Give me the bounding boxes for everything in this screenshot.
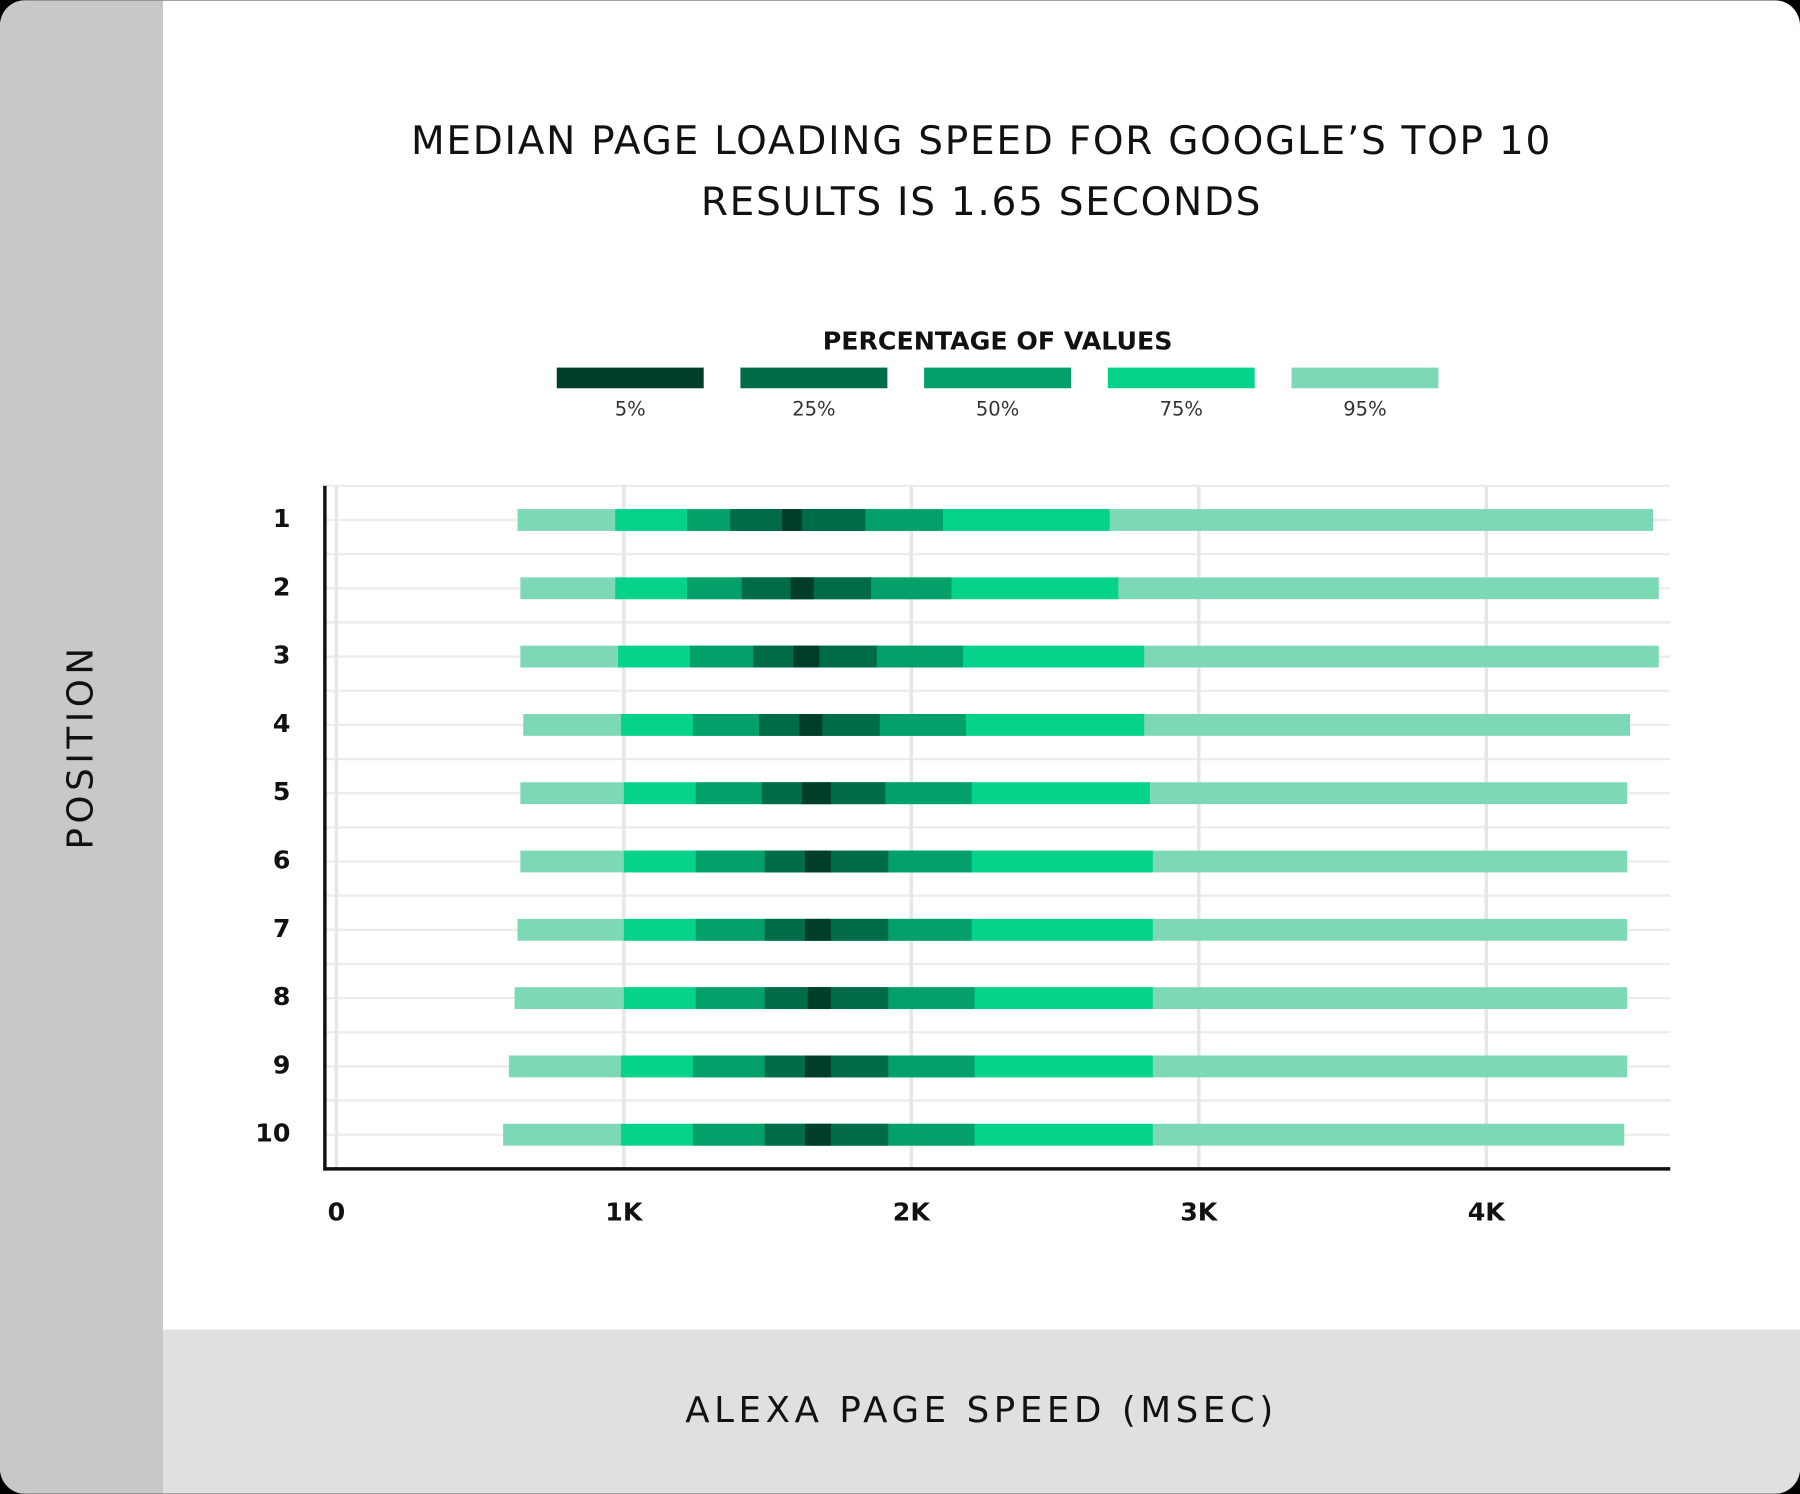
legend-swatch xyxy=(1107,367,1255,389)
interval-bar xyxy=(807,987,831,1010)
legend-label: 50% xyxy=(976,398,1019,421)
y-tick-label: 3 xyxy=(273,641,291,670)
x-tick-label: 2K xyxy=(893,1198,932,1227)
x-axis-label: ALEXA PAGE SPEED (MSEC) xyxy=(685,1390,1278,1431)
y-tick-label: 5 xyxy=(273,777,291,806)
legend-title: PERCENTAGE OF VALUES xyxy=(823,326,1173,355)
interval-bar xyxy=(781,509,803,531)
plot: 0 1K 2K 3K 4K 1 2 3 4 5 6 7 8 9 10 5% 25% 50% 75% 95% xyxy=(255,367,1671,1227)
y-tick-label: 4 xyxy=(273,709,291,738)
y-tick-label: 8 xyxy=(273,982,291,1011)
legend-swatch xyxy=(556,367,704,389)
legend-label: 95% xyxy=(1343,398,1386,421)
y-tick-label: 7 xyxy=(273,914,291,943)
interval-bar xyxy=(804,918,831,941)
interval-bar xyxy=(804,850,831,873)
y-axis-label: POSITION xyxy=(61,643,102,849)
legend-swatch xyxy=(924,367,1072,389)
x-tick-label: 1K xyxy=(605,1198,644,1227)
y-tick-label: 1 xyxy=(273,504,291,533)
x-tick-label: 0 xyxy=(328,1198,346,1227)
interval-bar xyxy=(802,782,831,805)
x-tick-label: 3K xyxy=(1180,1198,1219,1227)
legend-label: 25% xyxy=(792,398,835,421)
bottom-strip xyxy=(163,1329,1800,1494)
side-strip xyxy=(0,0,164,1494)
interval-bar xyxy=(804,1123,831,1146)
y-tick-label: 10 xyxy=(255,1119,290,1148)
legend-swatch xyxy=(740,367,888,389)
interval-bar xyxy=(790,577,814,600)
y-tick-label: 6 xyxy=(273,846,291,875)
legend-swatch xyxy=(1291,367,1439,389)
legend-label: 5% xyxy=(615,398,646,421)
interval-bar xyxy=(804,1055,831,1078)
y-tick-label: 9 xyxy=(273,1050,291,1079)
chart-title: RESULTS IS 1.65 SECONDS xyxy=(701,180,1262,225)
x-tick-label: 4K xyxy=(1468,1198,1507,1227)
chart-title: MEDIAN PAGE LOADING SPEED FOR GOOGLE’S T… xyxy=(411,119,1552,164)
y-tick-label: 2 xyxy=(273,572,291,601)
interval-bar xyxy=(799,713,823,736)
interval-bar xyxy=(793,645,820,668)
legend-label: 75% xyxy=(1160,398,1203,421)
